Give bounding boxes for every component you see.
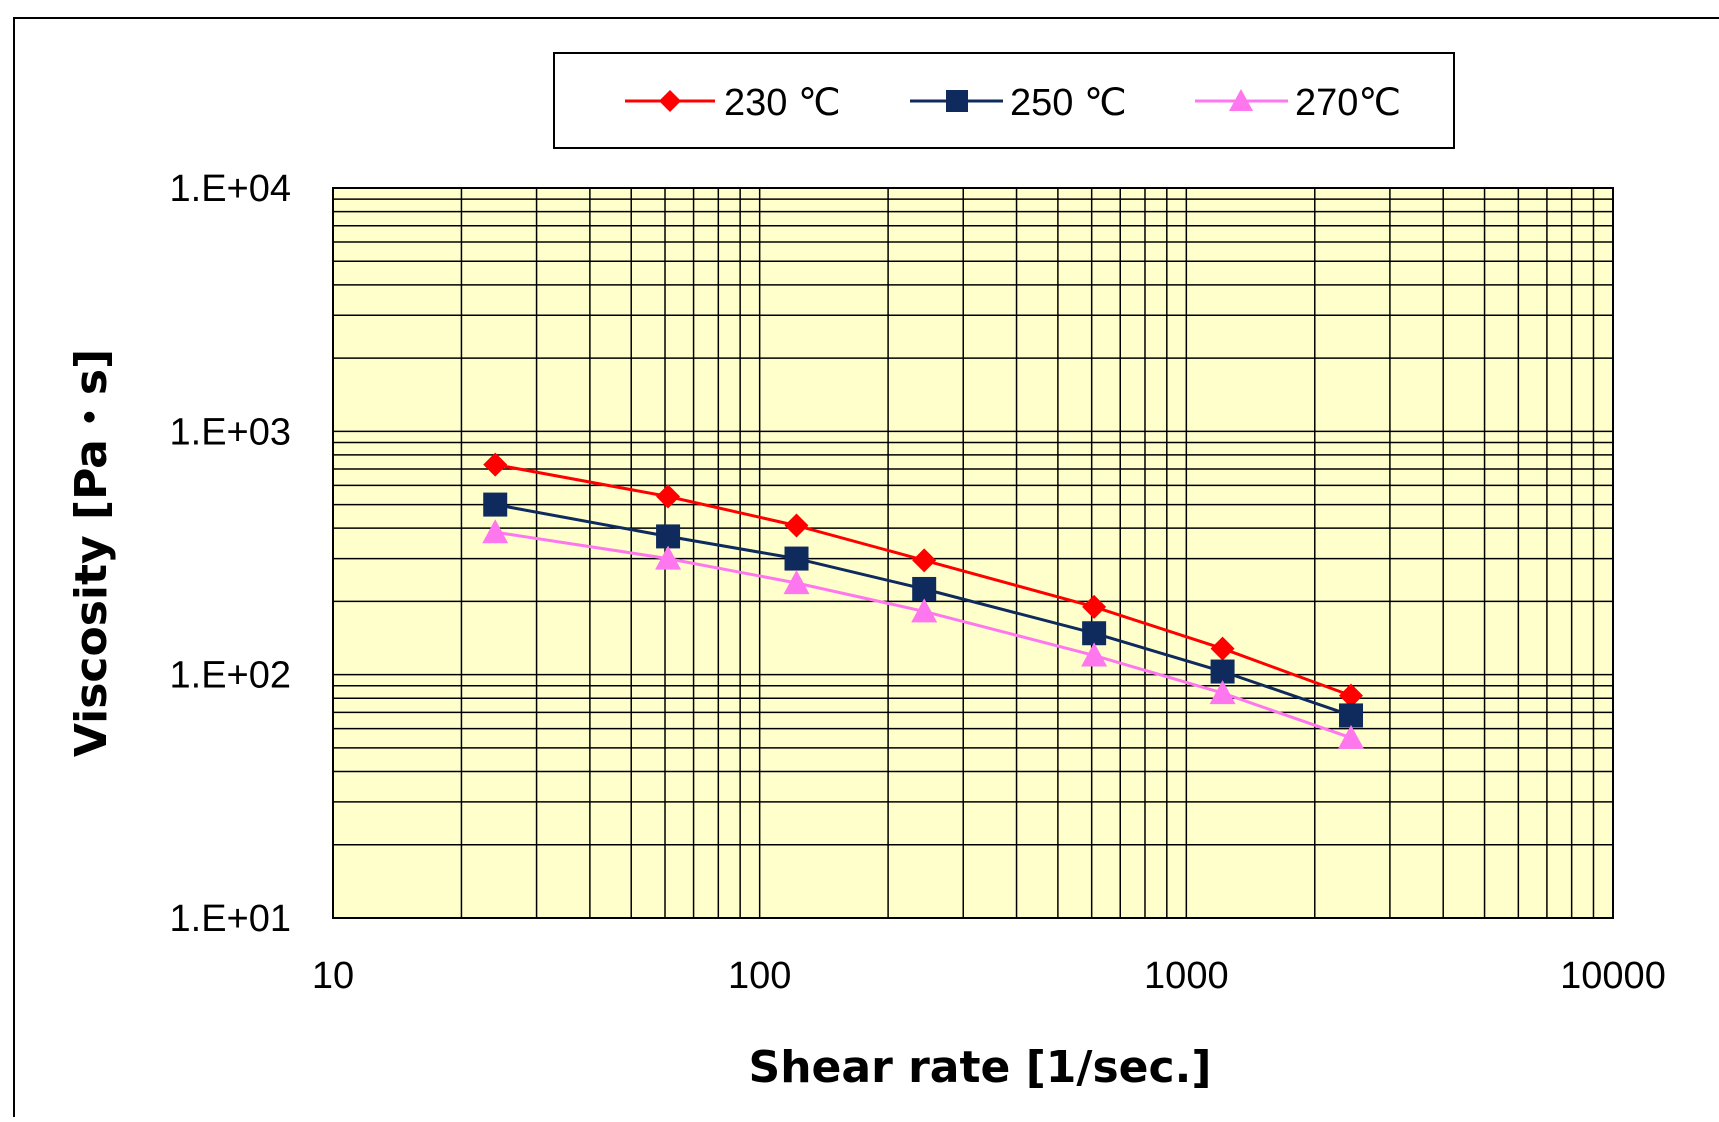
data-point — [783, 570, 810, 595]
data-point — [483, 452, 508, 477]
data-point — [784, 546, 809, 571]
legend-item-250: 250 ℃ — [910, 82, 1127, 124]
data-point — [911, 598, 938, 623]
plot-area — [332, 187, 1614, 919]
y-tick-label: 1.E+03 — [170, 411, 292, 453]
y-tick-label: 1.E+02 — [170, 655, 292, 697]
x-tick-label: 10 — [312, 955, 354, 997]
x-tick-label: 1000 — [1144, 955, 1229, 997]
series-1 — [483, 492, 1364, 728]
series — [482, 452, 1365, 749]
legend-marker-230 — [659, 90, 681, 112]
data-point — [483, 492, 508, 517]
series-0 — [483, 452, 1364, 708]
x-axis-title: Shear rate [1/sec.] — [749, 1042, 1212, 1093]
plot-border — [332, 187, 1614, 919]
legend-label-250: 250 ℃ — [1010, 82, 1127, 124]
data-point — [784, 513, 809, 538]
legend-label-270: 270℃ — [1295, 82, 1401, 124]
data-point — [656, 524, 681, 549]
y-axis-title: Viscosity [Pa・s] — [66, 349, 117, 757]
data-point — [1081, 642, 1108, 667]
tick-labels: 10 100 1000 10000 1.E+01 1.E+02 1.E+03 1.E+04 — [170, 168, 1666, 997]
legend: 230 ℃ 250 ℃ 270℃ — [553, 52, 1455, 149]
grid — [333, 188, 1613, 918]
data-point — [655, 545, 682, 570]
data-point — [912, 548, 937, 573]
x-tick-label: 100 — [728, 955, 791, 997]
legend-marker-250 — [946, 90, 968, 112]
data-point — [1082, 621, 1107, 646]
legend-label-230: 230 ℃ — [724, 82, 841, 124]
data-point — [482, 519, 509, 544]
series-2 — [482, 519, 1365, 749]
data-point — [1338, 724, 1365, 749]
y-tick-label: 1.E+01 — [170, 898, 292, 940]
y-tick-label: 1.E+04 — [170, 168, 292, 210]
data-point — [656, 484, 681, 509]
legend-item-270: 270℃ — [1195, 82, 1401, 124]
data-point — [1082, 594, 1107, 619]
x-tick-label: 10000 — [1560, 955, 1666, 997]
legend-marker-270 — [1229, 89, 1253, 111]
data-point — [1210, 636, 1235, 661]
data-point — [1339, 683, 1364, 708]
data-point — [912, 576, 937, 601]
data-point — [1339, 703, 1364, 728]
data-point — [1210, 659, 1235, 684]
legend-item-230: 230 ℃ — [625, 82, 841, 124]
data-point — [1209, 680, 1236, 705]
